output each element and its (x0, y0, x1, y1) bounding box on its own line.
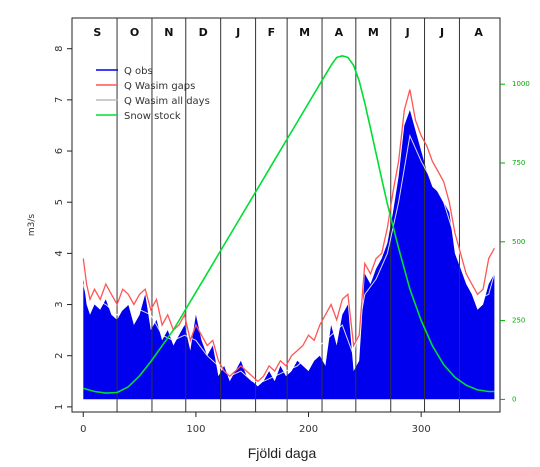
axes: 1 2 3 4 5 6 7 8 0 250 500 750 1000 0 100 200 300 (54, 17, 530, 435)
plot-frame (71, 17, 501, 413)
month-label: O (130, 26, 139, 39)
q-wasim-all-days-line (82, 133, 495, 382)
y-tick-label: 5 (54, 199, 65, 205)
legend-label: Q Wasim gaps (124, 81, 195, 92)
month-label: A (474, 26, 483, 39)
x-tick-label: 200 (299, 424, 318, 435)
y-tick-label: 1 (54, 404, 65, 410)
month-label: S (93, 26, 101, 39)
y2-tick-label: 250 (512, 317, 525, 325)
y2-tick-label: 1000 (512, 80, 530, 88)
legend-label: Q Wasim all days (124, 96, 210, 107)
month-boundaries (116, 18, 460, 412)
y-tick-label: 2 (54, 353, 65, 359)
x-tick-label: 300 (412, 424, 431, 435)
y-tick-label: 8 (54, 46, 65, 52)
y2-tick-label: 750 (512, 159, 525, 167)
month-label: D (199, 26, 208, 39)
month-label: J (439, 26, 444, 39)
y-tick-label: 4 (54, 250, 65, 256)
month-label: J (235, 26, 240, 39)
y-axis-label: m3/s (27, 214, 37, 237)
q-obs-area-group (83, 110, 495, 400)
y-tick-label: 6 (54, 148, 65, 154)
x-tick-label: 100 (186, 424, 205, 435)
month-label: A (335, 26, 344, 39)
y2-tick-label: 0 (512, 395, 516, 403)
legend-label: Q obs (124, 66, 153, 77)
q-obs-area (83, 110, 495, 400)
y-tick-label: 3 (54, 301, 65, 307)
x-tick-label: 0 (80, 424, 86, 435)
series-lines (82, 54, 495, 394)
month-label: M (299, 26, 310, 39)
legend: Q obs Q Wasim gaps Q Wasim all days Snow st… (96, 66, 210, 122)
y2-tick-label: 500 (512, 238, 525, 246)
y-tick-label: 7 (54, 97, 65, 103)
month-label: N (164, 26, 173, 39)
q-wasim-gaps-line (82, 89, 495, 383)
month-label: M (368, 26, 379, 39)
x-axis-label: Fjöldi daga (248, 445, 317, 461)
month-label: F (268, 26, 276, 39)
legend-label: Snow stock (124, 111, 181, 122)
snow-stock-line (83, 54, 495, 394)
month-label: J (405, 26, 410, 39)
